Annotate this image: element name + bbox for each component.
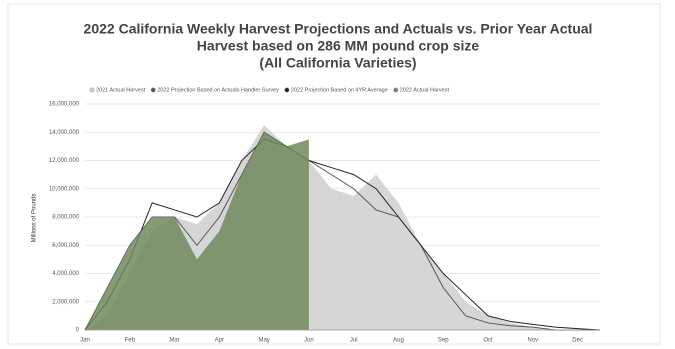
legend-swatch	[393, 87, 399, 93]
y-tick-label: 16,000,000	[49, 102, 80, 108]
legend-label: 2022 Projection Based on Actuals Handler…	[157, 87, 279, 93]
y-tick-label: 0	[76, 328, 80, 334]
x-tick-label: May	[258, 338, 269, 344]
x-tick-label: Aug	[393, 338, 404, 344]
chart-title: (All California Varieties)	[259, 55, 416, 71]
legend-label: 2021 Actual Harvest	[96, 87, 146, 93]
x-tick-label: Jun	[304, 338, 314, 344]
x-tick-label: Apr	[215, 338, 224, 344]
chart-title: Harvest based on 286 MM pound crop size	[197, 38, 480, 54]
legend-swatch	[89, 87, 95, 93]
y-tick-label: 14,000,000	[49, 130, 80, 136]
y-tick-label: 6,000,000	[52, 243, 79, 249]
y-tick-label: 10,000,000	[49, 186, 80, 192]
legend-swatch	[150, 87, 156, 93]
x-tick-label: Jul	[350, 338, 358, 344]
y-tick-label: 12,000,000	[49, 158, 80, 164]
y-tick-label: 4,000,000	[52, 271, 79, 277]
x-tick-label: Sep	[438, 338, 449, 344]
x-tick-label: Jan	[80, 338, 90, 344]
legend-swatch	[284, 87, 290, 93]
y-axis-label: Millions of Pounds	[32, 194, 38, 243]
series-line	[84, 138, 601, 331]
legend-label: 2022 Actual Harvest	[400, 87, 450, 93]
y-tick-label: 8,000,000	[52, 215, 79, 221]
chart-title: 2022 California Weekly Harvest Projectio…	[84, 21, 593, 37]
legend-label: 2022 Projection Based on 4YR Average	[291, 87, 388, 93]
x-tick-label: Nov	[527, 338, 538, 344]
x-tick-label: Oct	[483, 338, 493, 344]
x-tick-label: Mar	[169, 338, 179, 344]
x-tick-label: Feb	[125, 338, 136, 344]
y-tick-label: 2,000,000	[52, 299, 79, 305]
series-area	[85, 132, 309, 330]
x-tick-label: Dec	[572, 338, 583, 344]
